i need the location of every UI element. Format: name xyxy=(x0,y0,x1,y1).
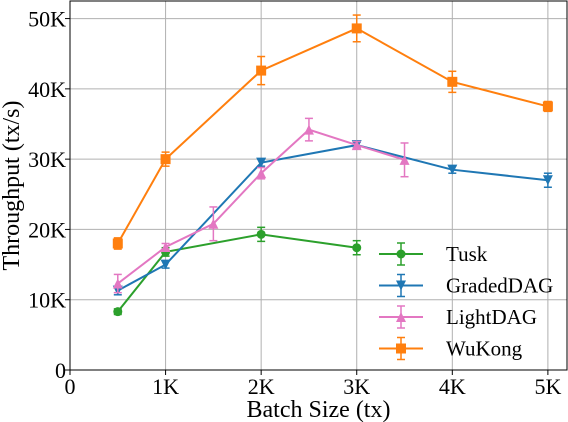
legend-label: LightDAG xyxy=(446,305,537,329)
data-point xyxy=(256,65,267,76)
data-point xyxy=(351,23,362,34)
legend: Tusk GradedDAG LightDAG WuKong xyxy=(379,242,553,361)
series-lightdag xyxy=(112,117,410,294)
data-point xyxy=(256,229,266,239)
legend-marker xyxy=(396,343,406,354)
legend-marker xyxy=(396,312,406,322)
legend-label: GradedDAG xyxy=(446,274,553,298)
y-tick-label: 50K xyxy=(28,7,66,32)
x-tick-label: 0 xyxy=(65,374,76,399)
data-point xyxy=(112,238,123,249)
data-point xyxy=(256,168,267,179)
data-point xyxy=(112,278,123,289)
legend-marker xyxy=(396,249,406,259)
series-line xyxy=(116,27,549,244)
x-tick-label: 5K xyxy=(534,374,561,399)
legend-marker xyxy=(396,280,406,291)
series-line xyxy=(117,233,357,313)
legend-item-lightdag: LightDAG xyxy=(379,305,537,329)
x-axis-label: Batch Size (tx) xyxy=(247,397,391,422)
x-tick-label: 3K xyxy=(343,374,370,399)
x-tick-label: 2K xyxy=(248,374,275,399)
series-line xyxy=(117,144,548,292)
legend-item-wukong: WuKong xyxy=(379,337,523,361)
data-point xyxy=(303,124,314,135)
data-point xyxy=(351,140,362,151)
axis-ticks: 0 1K 2K 3K 4K 5K 0 10K 20K 30K 40K 50K xyxy=(28,7,561,399)
x-tick-label: 1K xyxy=(152,374,179,399)
series-wukong xyxy=(112,14,553,250)
data-point xyxy=(208,218,219,229)
x-tick-label: 4K xyxy=(439,374,466,399)
y-tick-label: 30K xyxy=(28,147,66,172)
data-point xyxy=(447,76,458,87)
data-point xyxy=(399,154,410,165)
data-point xyxy=(113,307,123,317)
data-point xyxy=(542,175,553,186)
data-point xyxy=(352,243,362,253)
legend-label: Tusk xyxy=(446,242,488,266)
legend-item-tusk: Tusk xyxy=(379,242,488,266)
data-point xyxy=(160,154,171,165)
data-point xyxy=(160,242,171,252)
y-tick-label: 20K xyxy=(28,217,66,242)
data-point xyxy=(542,101,553,112)
series-tusk xyxy=(113,226,362,317)
y-axis-label: Throughput (tx/s) xyxy=(0,101,25,271)
legend-item-gradeddag: GradedDAG xyxy=(379,274,553,298)
data-point xyxy=(256,157,267,168)
series-gradeddag xyxy=(112,140,553,296)
plot-frame xyxy=(69,0,568,371)
data-point xyxy=(447,164,458,175)
legend-label: WuKong xyxy=(446,337,523,361)
series-layer xyxy=(112,14,553,317)
y-tick-label: 10K xyxy=(28,288,66,313)
data-point xyxy=(160,259,171,270)
y-tick-label: 40K xyxy=(28,77,66,102)
y-tick-label: 0 xyxy=(55,358,66,383)
